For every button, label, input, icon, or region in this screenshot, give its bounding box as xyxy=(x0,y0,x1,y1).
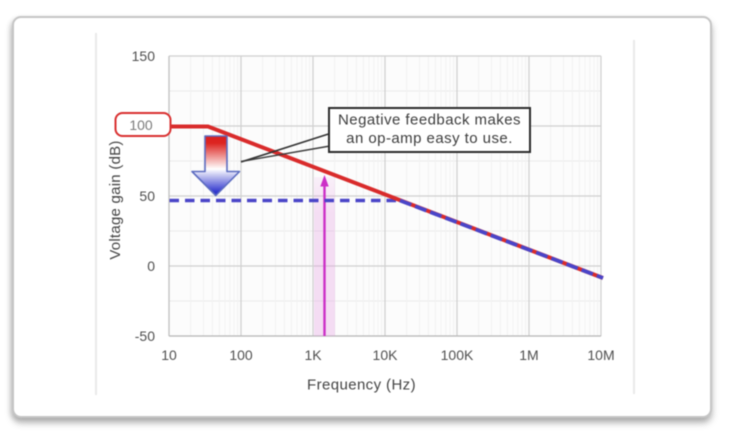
svg-text:10K: 10K xyxy=(373,347,399,363)
svg-text:-50: -50 xyxy=(135,328,155,344)
svg-text:1M: 1M xyxy=(519,347,538,363)
svg-text:10: 10 xyxy=(161,347,177,363)
svg-text:an op-amp easy to use.: an op-amp easy to use. xyxy=(346,130,513,147)
svg-text:1K: 1K xyxy=(304,347,322,363)
svg-text:Frequency (Hz): Frequency (Hz) xyxy=(307,377,416,394)
svg-text:Negative feedback makes: Negative feedback makes xyxy=(338,112,521,129)
svg-text:10M: 10M xyxy=(587,347,614,363)
svg-text:100K: 100K xyxy=(441,347,474,363)
svg-text:100: 100 xyxy=(229,347,253,363)
svg-text:50: 50 xyxy=(139,188,155,204)
svg-text:150: 150 xyxy=(132,48,156,64)
svg-text:Voltage gain (dB): Voltage gain (dB) xyxy=(107,140,124,259)
svg-text:0: 0 xyxy=(147,258,155,274)
svg-text:100: 100 xyxy=(129,117,153,133)
